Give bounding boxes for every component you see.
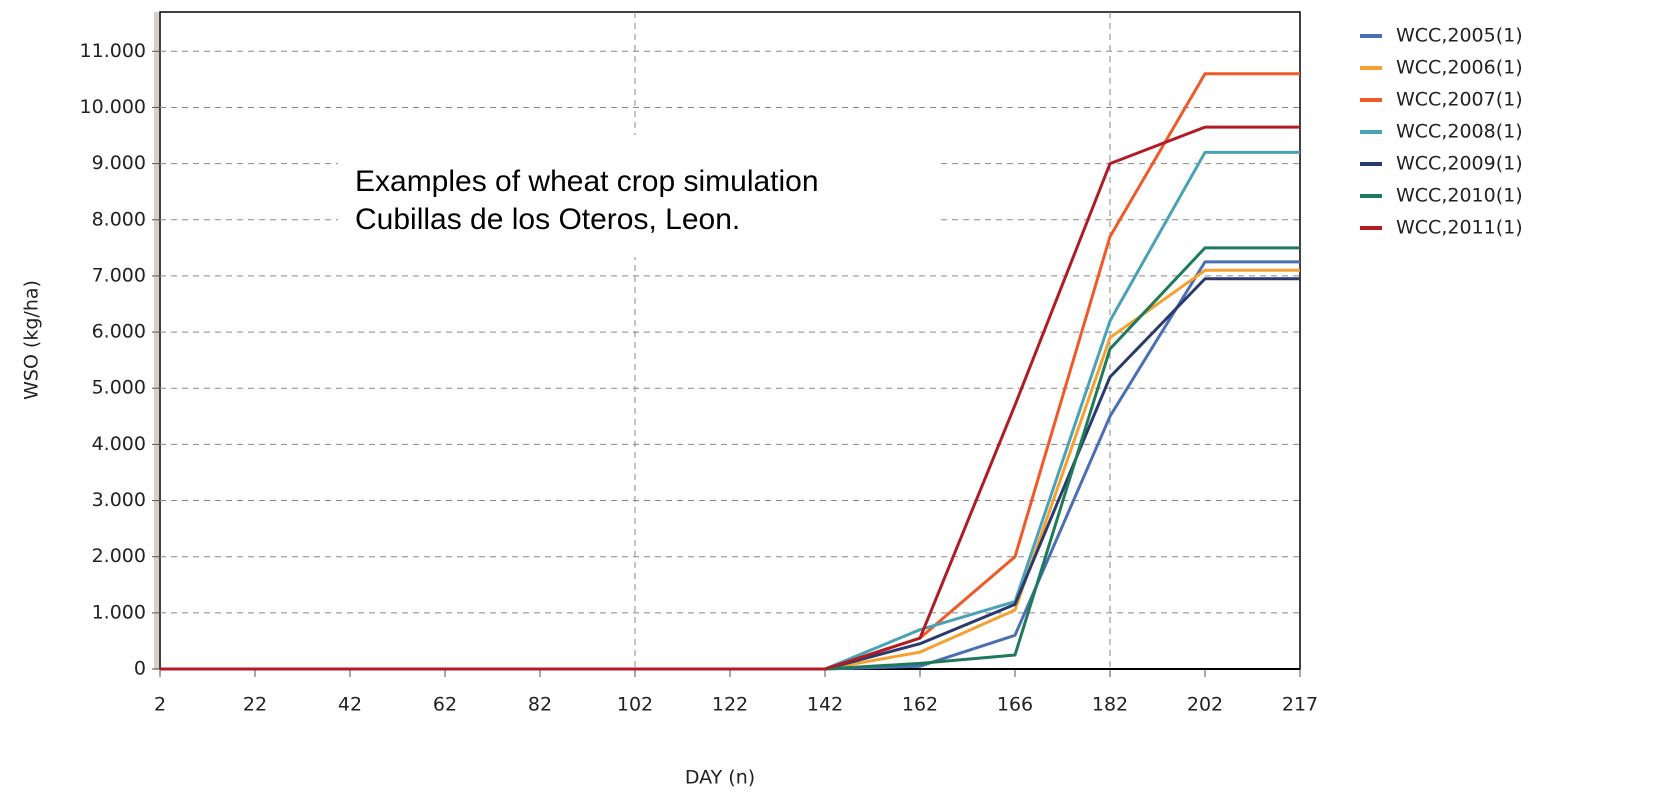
y-tick-label: 3.000 (92, 489, 146, 511)
legend-label: WCC,2011(1) (1396, 217, 1523, 239)
x-axis-label: DAY (n) (685, 767, 755, 789)
y-tick-label: 4.000 (92, 433, 146, 455)
legend-label: WCC,2005(1) (1396, 25, 1523, 47)
y-tick-label: 5.000 (92, 377, 146, 399)
x-tick-label: 22 (243, 694, 267, 716)
x-tick-label: 2 (154, 694, 166, 716)
x-tick-label: 217 (1282, 694, 1318, 716)
annotation: Cubillas de los Oteros, Leon. (355, 203, 740, 236)
y-tick-label: 6.000 (92, 321, 146, 343)
x-tick-label: 202 (1187, 694, 1223, 716)
legend-label: WCC,2006(1) (1396, 57, 1523, 79)
axis-bar (154, 12, 159, 670)
y-tick-label: 2.000 (92, 545, 146, 567)
x-tick-label: 62 (433, 694, 457, 716)
y-tick-label: 7.000 (92, 264, 146, 286)
x-tick-label: 82 (528, 694, 552, 716)
y-tick-label: 11.000 (80, 40, 146, 62)
x-tick-label: 122 (712, 694, 748, 716)
legend-label: WCC,2007(1) (1396, 89, 1523, 111)
plot-area (159, 11, 1301, 670)
legend-label: WCC,2008(1) (1396, 121, 1523, 143)
x-tick-label: 142 (807, 694, 843, 716)
x-tick-label: 182 (1092, 694, 1128, 716)
y-axis-label: WSO (kg/ha) (21, 280, 43, 400)
series-line (160, 125, 1300, 671)
y-tick-label: 0 (134, 658, 146, 680)
legend-label: WCC,2010(1) (1396, 185, 1523, 207)
y-tick-label: 9.000 (92, 152, 146, 174)
x-tick-label: 42 (338, 694, 362, 716)
x-tick-label: 162 (902, 694, 938, 716)
y-tick-label: 1.000 (92, 601, 146, 623)
legend-label: WCC,2009(1) (1396, 153, 1523, 175)
y-tick-label: 10.000 (80, 96, 146, 118)
x-tick-label: 166 (997, 694, 1033, 716)
y-tick-label: 8.000 (92, 208, 146, 230)
annotation: Examples of wheat crop simulation (355, 165, 819, 198)
x-tick-label: 102 (617, 694, 653, 716)
annotation-box (338, 135, 938, 257)
